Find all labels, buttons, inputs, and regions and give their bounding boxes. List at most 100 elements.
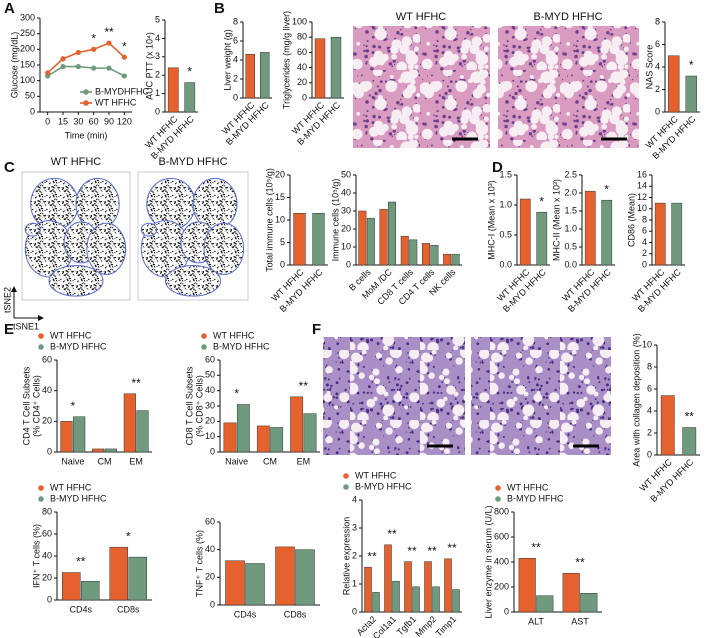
point-marker xyxy=(60,63,66,70)
histology-image xyxy=(323,337,465,455)
y-tick-label: 0 xyxy=(233,92,238,102)
legend-label: B-MYDHFHC xyxy=(95,86,149,96)
image-title: WT HFHC xyxy=(396,11,447,23)
y-tick-label: 5 xyxy=(155,14,160,24)
bar xyxy=(421,243,430,266)
x-tick-label: AST xyxy=(571,616,589,626)
y-axis-label: CD4 T Cell Subsets xyxy=(21,366,31,445)
bar xyxy=(379,208,388,266)
y-tick-label: 1 xyxy=(352,578,357,588)
legend-label: WT HFHC xyxy=(355,470,397,480)
y-axis-label: CD8 T Cell Subsets xyxy=(184,366,194,445)
bar xyxy=(128,556,147,601)
legend-label: B-MYD HFHC xyxy=(355,481,412,491)
panel-label: F xyxy=(312,321,321,338)
y-tick-label: 3 xyxy=(352,522,357,532)
significance-label: ** xyxy=(387,527,397,541)
x-tick-label: Mmp2 xyxy=(413,614,438,638)
y-tick-label: 2 xyxy=(155,70,160,80)
series-line xyxy=(47,65,125,77)
y-tick-label: 600 xyxy=(494,531,509,541)
y-tick-label: 300 xyxy=(20,12,35,22)
bar xyxy=(92,448,105,453)
significance-label: * xyxy=(122,39,127,53)
panel-label: E xyxy=(4,321,14,338)
y-tick-label: 6 xyxy=(642,226,647,236)
bar xyxy=(364,566,372,613)
bar xyxy=(424,561,432,613)
bar xyxy=(60,421,73,453)
legend-marker xyxy=(495,496,501,502)
significance-label: * xyxy=(70,399,75,413)
y-tick-label: 50 xyxy=(25,91,35,101)
histology-image xyxy=(471,337,611,455)
significance-label: * xyxy=(234,387,239,401)
y-tick-label: 40 xyxy=(341,187,351,197)
point-marker xyxy=(91,65,97,71)
y-axis-label: MHC-II (Mean x 10³) xyxy=(551,179,561,261)
y-tick-label: 80 xyxy=(297,32,307,42)
legend-marker xyxy=(201,344,207,350)
bar xyxy=(372,592,380,613)
x-tick-label: CD8s xyxy=(284,609,307,619)
bar xyxy=(225,560,245,606)
legend-label: WT HFHC xyxy=(50,330,92,340)
image-title: B-MYD HFHC xyxy=(533,11,602,23)
y-axis-label: MHC-I (Mean x 10³) xyxy=(486,180,496,260)
x-tick-label: ALT xyxy=(528,616,544,626)
y-tick-label: 4 xyxy=(155,33,160,43)
bar xyxy=(236,404,250,453)
bar xyxy=(452,589,460,613)
y-tick-label: 80 xyxy=(42,506,52,516)
y-tick-label: 60 xyxy=(205,516,215,526)
y-axis-label: Triglycerides (mg/g liver) xyxy=(281,11,291,109)
x-tick-label: 120 xyxy=(117,116,132,126)
y-tick-label: 0.5 xyxy=(564,241,577,251)
significance-label: ** xyxy=(575,555,585,569)
x-tick-label: 90 xyxy=(104,116,114,126)
panel-label: A xyxy=(4,0,15,17)
y-tick-label: 30 xyxy=(205,400,215,410)
y-tick-label: 0 xyxy=(47,594,52,604)
bar xyxy=(312,213,325,266)
y-tick-label: 0 xyxy=(352,606,357,616)
y-tick-label: 4 xyxy=(642,237,647,247)
legend-marker xyxy=(495,485,501,491)
y-tick-label: 2 xyxy=(647,427,652,437)
significance-label: ** xyxy=(427,544,437,558)
y-tick-label: 2 xyxy=(233,73,238,83)
y-tick-label: 4 xyxy=(655,61,660,71)
x-tick-label: 0 xyxy=(45,116,50,126)
bar xyxy=(62,572,81,601)
significance-label: ** xyxy=(447,541,457,555)
bar xyxy=(384,544,392,613)
tsne-cluster xyxy=(86,222,127,275)
y-tick-label: 0.0 xyxy=(564,259,577,269)
y-tick-label: 50 xyxy=(205,370,215,380)
y-tick-label: 20 xyxy=(275,169,285,179)
y-tick-label: 200 xyxy=(20,44,35,54)
bar xyxy=(104,448,117,453)
significance-label: * xyxy=(689,58,694,72)
image-title: B-MYD HFHC xyxy=(158,156,227,168)
y-tick-label: 0 xyxy=(210,599,215,609)
x-tick-label: 60 xyxy=(89,116,99,126)
bar xyxy=(184,82,196,113)
legend-marker xyxy=(38,485,44,491)
bar xyxy=(392,580,400,613)
y-tick-label: 10 xyxy=(205,431,215,441)
bar xyxy=(404,561,412,613)
point-marker xyxy=(91,46,97,52)
panel-label: B xyxy=(214,0,225,17)
y-tick-label: 12 xyxy=(637,192,647,202)
point-marker xyxy=(45,70,51,76)
y-tick-label: 16 xyxy=(637,169,647,179)
y-tick-label: 10 xyxy=(275,214,285,224)
